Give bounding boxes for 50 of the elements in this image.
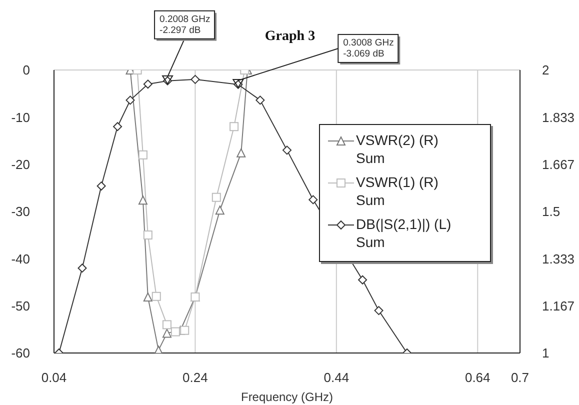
point bbox=[236, 148, 246, 158]
y2-tick-label: 1.167 bbox=[542, 298, 575, 314]
x-tick-label: 0.7 bbox=[510, 370, 530, 386]
point bbox=[78, 264, 87, 273]
point bbox=[162, 320, 172, 330]
point bbox=[282, 146, 292, 155]
y2-tick-label: 2 bbox=[542, 62, 550, 78]
point bbox=[190, 74, 200, 84]
point bbox=[143, 80, 152, 89]
y-tick-label: -30 bbox=[11, 204, 30, 220]
point bbox=[256, 96, 265, 105]
y2-tick-label: 1.833 bbox=[542, 110, 575, 125]
x-axis-title: Frequency (GHz) bbox=[240, 390, 334, 404]
point bbox=[180, 326, 190, 335]
legend-label: VSWR(2) (R) Sum bbox=[356, 131, 438, 167]
chart-title: Graph 3 bbox=[264, 29, 316, 44]
point bbox=[113, 122, 122, 132]
x-tick-label: 0.44 bbox=[324, 370, 350, 386]
point bbox=[374, 306, 384, 316]
legend-label: DB(|S(2,1)|) (L) Sum bbox=[356, 215, 452, 251]
point bbox=[358, 275, 368, 284]
point bbox=[230, 122, 239, 132]
point bbox=[126, 96, 135, 105]
point bbox=[215, 206, 224, 215]
y-tick-label: -20 bbox=[11, 156, 30, 172]
y2-tick-label: 1.667 bbox=[542, 156, 575, 172]
y2-tick-label: 1.333 bbox=[542, 251, 575, 266]
y2-tick-label: 1 bbox=[542, 346, 550, 361]
y2-tick-label: 1.5 bbox=[542, 204, 560, 220]
x-tick-label: 0.24 bbox=[182, 370, 208, 386]
annotation: 0.3008 GHz -3.069 dB bbox=[343, 37, 394, 60]
x-tick-label: 0.64 bbox=[464, 370, 490, 386]
point bbox=[212, 192, 221, 202]
point bbox=[152, 292, 161, 301]
point bbox=[143, 292, 152, 302]
point bbox=[96, 182, 106, 191]
point bbox=[162, 328, 172, 338]
point bbox=[308, 195, 318, 204]
point bbox=[138, 150, 148, 160]
y-tick-label: -10 bbox=[11, 110, 30, 125]
y-tick-label: -50 bbox=[11, 298, 30, 314]
x-tick-label: 0.04 bbox=[41, 370, 67, 386]
y-tick-label: -40 bbox=[11, 251, 30, 266]
legend-label: VSWR(1) (R) Sum bbox=[356, 173, 438, 209]
y-tick-label: 0 bbox=[22, 62, 30, 78]
annotation: 0.2008 GHz -2.297 dB bbox=[160, 14, 210, 36]
point bbox=[170, 327, 180, 336]
point bbox=[143, 230, 152, 240]
y-tick-label: -60 bbox=[11, 346, 30, 361]
point bbox=[138, 196, 148, 205]
